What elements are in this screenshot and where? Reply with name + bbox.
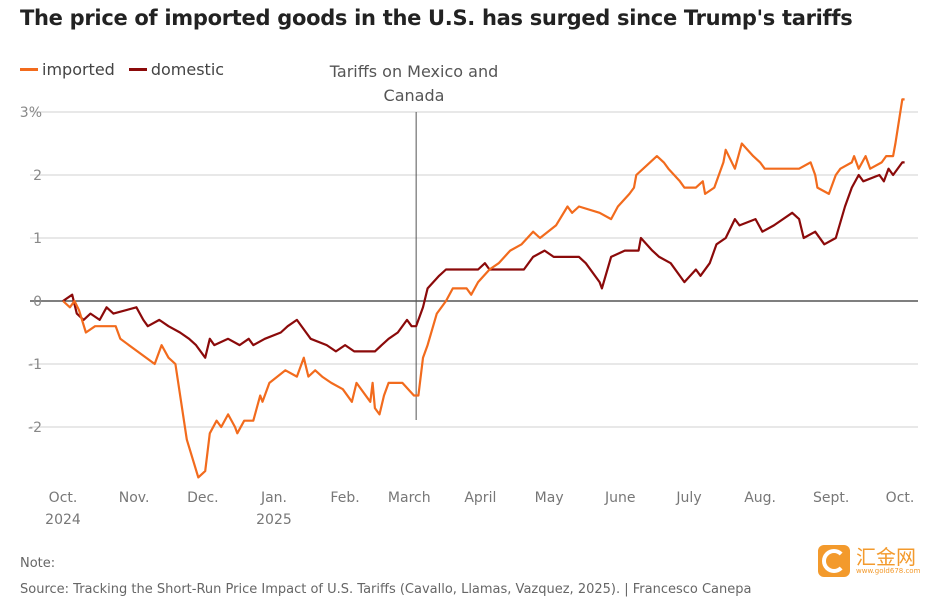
- y-tick-label: 2: [33, 168, 42, 184]
- annotation-text: Canada: [384, 86, 445, 105]
- x-tick-label: Nov.: [119, 490, 150, 506]
- y-tick-label: 1: [33, 231, 42, 247]
- y-tick-label: -1: [28, 357, 42, 373]
- chart-title: The price of imported goods in the U.S. …: [20, 6, 853, 30]
- x-tick-label: Aug.: [744, 490, 776, 506]
- legend-swatch-domestic: [128, 68, 147, 71]
- y-tick-label: 0: [33, 294, 42, 310]
- x-tick-sublabel: 2025: [256, 512, 292, 528]
- legend-item-domestic: domestic: [128, 60, 225, 79]
- series-line-domestic: [62, 161, 905, 359]
- legend-swatch-imported: [20, 68, 38, 71]
- x-tick-label: Feb.: [330, 490, 359, 506]
- x-tick-label: Oct.: [49, 490, 78, 506]
- legend-label: domestic: [150, 60, 225, 79]
- x-tick-label: June: [604, 490, 636, 506]
- x-tick-label: Sept.: [813, 490, 849, 506]
- plot-area: -2 -1 0 1 2 3% Oct. 2024 Nov. Dec. Jan. 2025 Feb. Mar…: [20, 62, 918, 528]
- legend-item-imported: imported: [20, 60, 115, 79]
- series-line-imported: [62, 98, 905, 479]
- watermark-logo: 汇金网 www.gold678.com: [818, 545, 920, 577]
- x-tick-sublabel: 2024: [45, 512, 81, 528]
- x-tick-label: July: [675, 490, 701, 506]
- x-tick-label: March: [388, 490, 431, 506]
- y-tick-label: -2: [28, 420, 42, 436]
- legend: imported domestic: [20, 60, 224, 79]
- y-tick-label: 3%: [20, 105, 42, 121]
- legend-label: imported: [42, 60, 115, 79]
- x-tick-label: Oct.: [886, 490, 915, 506]
- x-tick-label: April: [464, 490, 496, 506]
- logo-icon: [818, 545, 850, 577]
- note: Note:: [20, 556, 56, 571]
- x-tick-label: Dec.: [187, 490, 219, 506]
- x-tick-label: May: [535, 490, 564, 506]
- annotation-text: Tariffs on Mexico and: [329, 62, 498, 81]
- source: Source: Tracking the Short-Run Price Imp…: [20, 582, 752, 597]
- x-tick-label: Jan.: [260, 490, 287, 506]
